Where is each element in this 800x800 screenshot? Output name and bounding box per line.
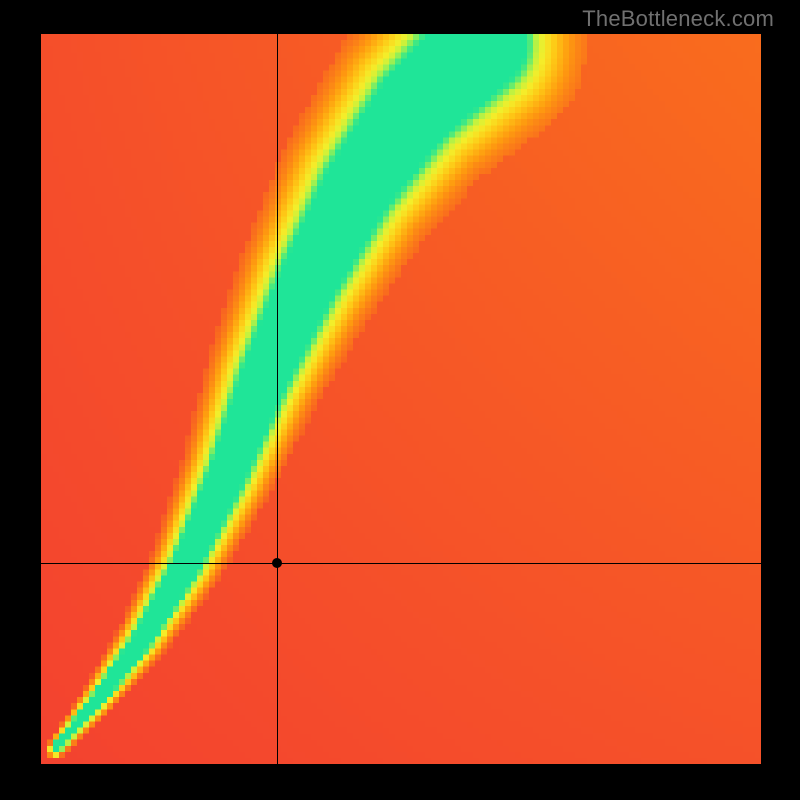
plot-area: [41, 34, 761, 764]
heatmap-canvas: [41, 34, 761, 764]
crosshair-vertical: [277, 34, 278, 764]
crosshair-horizontal: [41, 563, 761, 564]
chart-frame: TheBottleneck.com: [0, 0, 800, 800]
watermark-text: TheBottleneck.com: [582, 6, 774, 32]
crosshair-marker: [272, 558, 282, 568]
